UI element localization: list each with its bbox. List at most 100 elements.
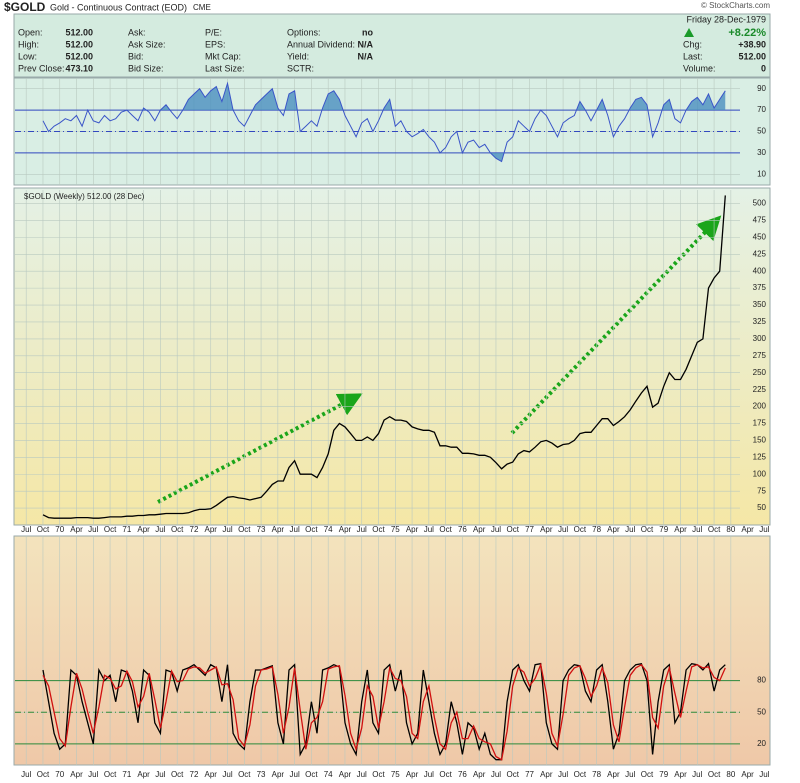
field-value: +38.90 (738, 39, 766, 49)
y-tick-label: 175 (753, 419, 767, 428)
field-label: Volume: (683, 63, 716, 73)
y-tick-label: 75 (757, 486, 766, 495)
field-label: Annual Dividend: (287, 39, 355, 49)
x-tick-label: Apr (272, 525, 285, 534)
field-label: Low: (18, 51, 37, 61)
field-label: Options: (287, 27, 321, 37)
x-tick-label: Apr (406, 770, 419, 779)
x-tick-label: Oct (372, 525, 385, 534)
field-label: Bid: (128, 51, 144, 61)
x-tick-label: 72 (190, 525, 199, 534)
series-line (42, 662, 726, 761)
y-tick-label: 250 (753, 368, 767, 377)
y-tick-label: 100 (753, 469, 767, 478)
header-panel (13, 13, 771, 78)
x-tick-label: 77 (525, 770, 534, 779)
field-label: High: (18, 39, 39, 49)
x-tick-label: Oct (507, 525, 520, 534)
x-tick-label: Oct (305, 525, 318, 534)
x-tick-label: 78 (592, 770, 601, 779)
x-tick-label: Oct (305, 770, 318, 779)
trend-arrow (157, 393, 363, 504)
x-tick-label: Oct (439, 525, 452, 534)
date: Friday 28-Dec-1979 (686, 14, 766, 24)
x-tick-label: Jul (222, 770, 232, 779)
x-tick-label: Apr (137, 770, 150, 779)
x-tick-label: Apr (339, 770, 352, 779)
y-tick-label: 70 (757, 105, 766, 114)
x-tick-label: Jul (88, 770, 98, 779)
x-tick-label: Oct (574, 525, 587, 534)
x-tick-label: 76 (458, 525, 467, 534)
x-tick-label: 73 (257, 770, 266, 779)
copyright: © StockCharts.com (701, 1, 770, 10)
x-tick-label: Jul (625, 525, 635, 534)
field-value: N/A (358, 39, 374, 49)
x-tick-label: Oct (37, 770, 50, 779)
field-label: Ask: (128, 27, 146, 37)
change-pct: +8.22% (728, 27, 766, 39)
x-tick-label: Apr (473, 770, 486, 779)
x-tick-label: Apr (674, 525, 687, 534)
field-value: 473.10 (65, 63, 93, 73)
field-label: Bid Size: (128, 63, 164, 73)
x-tick-label: 76 (458, 770, 467, 779)
x-tick-label: Jul (155, 770, 165, 779)
x-tick-label: 71 (122, 525, 131, 534)
x-tick-label: Oct (641, 525, 654, 534)
x-tick-label: Jul (692, 525, 702, 534)
field-label: Chg: (683, 39, 702, 49)
y-tick-label: 275 (753, 351, 767, 360)
field-value: 0 (761, 63, 766, 73)
x-tick-label: Jul (290, 770, 300, 779)
x-tick-label: Apr (70, 525, 83, 534)
x-tick-label: 75 (391, 525, 400, 534)
x-tick-label: Apr (473, 525, 486, 534)
field-value: 512.00 (65, 51, 93, 61)
x-tick-label: Oct (574, 770, 587, 779)
x-tick-label: 74 (324, 770, 333, 779)
y-tick-label: 30 (757, 148, 766, 157)
x-tick-label: Apr (70, 770, 83, 779)
x-tick-label: Jul (558, 525, 568, 534)
y-tick-label: 375 (753, 283, 767, 292)
x-tick-label: Jul (759, 525, 769, 534)
field-value: N/A (358, 51, 374, 61)
y-tick-label: 50 (757, 707, 766, 716)
y-tick-label: 20 (757, 739, 766, 748)
x-tick-label: Jul (692, 770, 702, 779)
panel-label: $GOLD (Weekly) 512.00 (28 Dec) (24, 192, 145, 201)
x-tick-label: Jul (155, 525, 165, 534)
y-tick-label: 90 (757, 84, 766, 93)
x-tick-label: Jul (491, 525, 501, 534)
x-tick-label: Apr (339, 525, 352, 534)
field-label: Yield: (287, 51, 309, 61)
x-tick-label: 74 (324, 525, 333, 534)
x-tick-label: Jul (21, 770, 31, 779)
x-tick-label: 70 (55, 525, 64, 534)
x-tick-label: 70 (55, 770, 64, 779)
y-tick-label: 450 (753, 232, 767, 241)
x-tick-label: Oct (104, 525, 117, 534)
field-value: no (362, 27, 373, 37)
x-tick-label: Oct (171, 525, 184, 534)
up-icon (684, 28, 694, 37)
x-tick-label: 75 (391, 770, 400, 779)
x-tick-label: Jul (357, 525, 367, 534)
x-tick-label: 78 (592, 525, 601, 534)
y-tick-label: 200 (753, 402, 767, 411)
y-tick-label: 80 (757, 676, 766, 685)
y-tick-label: 400 (753, 266, 767, 275)
y-tick-label: 10 (757, 169, 766, 178)
x-tick-label: Oct (439, 770, 452, 779)
x-tick-label: Apr (137, 525, 150, 534)
field-label: Last: (683, 51, 703, 61)
field-label: EPS: (205, 39, 226, 49)
x-tick-label: 73 (257, 525, 266, 534)
y-tick-label: 350 (753, 300, 767, 309)
y-tick-label: 150 (753, 436, 767, 445)
y-tick-label: 425 (753, 249, 767, 258)
x-tick-label: Oct (238, 525, 251, 534)
x-tick-label: Jul (424, 525, 434, 534)
